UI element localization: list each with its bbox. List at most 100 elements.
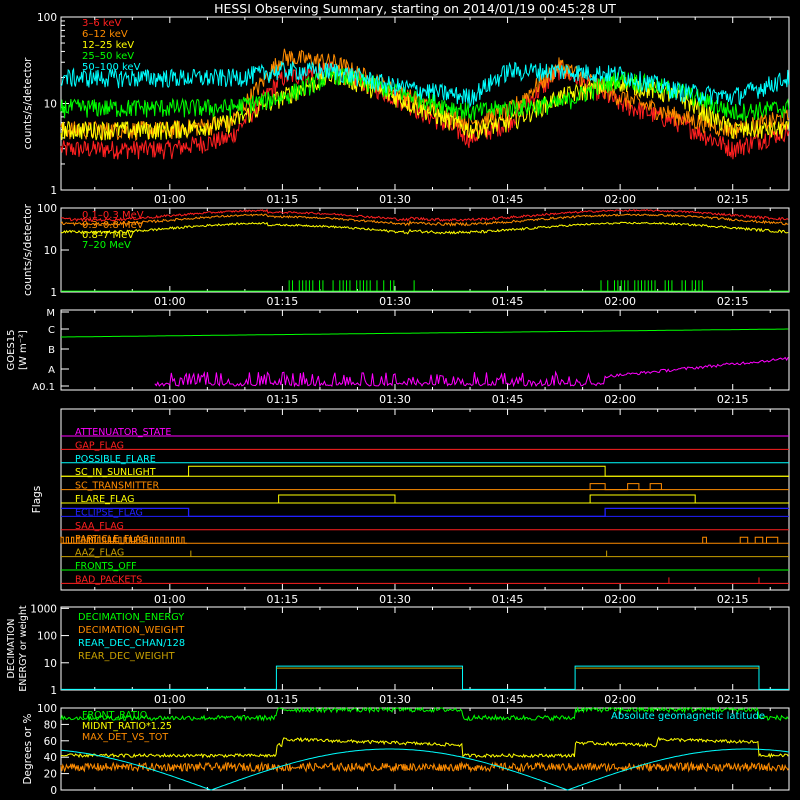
y-tick-label: 80 — [44, 719, 57, 731]
legend-entry: MIDNT_RATIO*1.25 — [82, 721, 172, 732]
y-tick-label: 20 — [44, 769, 57, 781]
panel-frame-dec — [60, 606, 790, 691]
y-tick-label: 1 — [50, 685, 57, 697]
flag-label: PARTICLE_FLAG — [75, 534, 148, 545]
flag-label: BAD_PACKETS — [75, 574, 142, 585]
panel-frame-flags — [60, 408, 790, 591]
y-axis-label: counts/s/detector — [22, 203, 34, 296]
panel-frame-rat — [60, 707, 790, 791]
high-series-1 — [60, 213, 789, 227]
y-axis-label: DECIMATION — [6, 619, 17, 679]
x-tick-label: 02:15 — [717, 593, 749, 606]
sunlight-steps — [61, 465, 789, 477]
x-tick-label: 01:45 — [492, 593, 524, 606]
x-tick-label: 02:15 — [717, 295, 749, 308]
flag-label: AAZ_FLAG — [75, 548, 124, 559]
series-line-1 — [60, 48, 790, 142]
legend-entry: REAR_DEC_WEIGHT — [78, 651, 176, 662]
x-tick-label: 02:00 — [604, 193, 636, 206]
y-tick-label: 1000 — [30, 603, 57, 615]
legend-entry: 6–12 keV — [82, 29, 128, 40]
y-tick-label: 10 — [44, 245, 57, 257]
geomag-annotation: Absolute geomagnetic latitude — [611, 711, 765, 722]
x-tick-label: 02:00 — [604, 393, 636, 406]
eclipse-steps — [61, 507, 789, 518]
x-tick-label: 01:30 — [379, 593, 411, 606]
flag-label: ATTENUATOR_STATE — [75, 427, 171, 438]
x-tick-label: 01:45 — [492, 295, 524, 308]
legend-entry: FRONT_RATIO — [82, 710, 147, 721]
y-tick-label: 10 — [44, 658, 57, 670]
y-tick-label: 60 — [44, 736, 57, 748]
high-series-2 — [60, 221, 789, 235]
y-tick-label: 40 — [44, 752, 57, 764]
x-tick-label: 01:45 — [492, 393, 524, 406]
x-tick-label: 02:00 — [604, 593, 636, 606]
flare-flag-steps — [278, 494, 696, 503]
x-tick-label: 01:15 — [267, 593, 299, 606]
legend-entry: DECIMATION_ENERGY — [78, 612, 184, 623]
legend-entry: 0.3–0.8 MeV — [82, 220, 144, 231]
flag-label: SAA_FLAG — [75, 521, 124, 532]
flag-label: SC_TRANSMITTER — [75, 481, 160, 492]
x-tick-label: 01:45 — [492, 693, 524, 706]
particle-steps — [60, 536, 188, 544]
x-tick-label: 01:30 — [379, 693, 411, 706]
x-tick-label: 02:00 — [604, 295, 636, 308]
flag-label: FLARE_FLAG — [75, 494, 135, 505]
y-tick-label: 1 — [50, 185, 57, 197]
rear-dec-chan-line — [61, 665, 789, 690]
y-tick-label: 100 — [37, 703, 57, 715]
legend-entry: 0.8–7 MeV — [82, 230, 134, 241]
x-tick-label: 01:15 — [267, 693, 299, 706]
legend-entry: 3–6 keV — [82, 18, 121, 29]
particle-steps-end — [702, 536, 779, 544]
x-tick-label: 02:00 — [604, 693, 636, 706]
x-tick-label: 02:15 — [717, 193, 749, 206]
chart-title: HESSI Observing Summary, starting on 201… — [214, 1, 616, 16]
y-tick-label: 100 — [37, 12, 57, 24]
x-tick-label: 02:15 — [717, 693, 749, 706]
x-tick-label: 01:45 — [492, 193, 524, 206]
y-tick-label: A0.1 — [32, 382, 55, 393]
x-tick-label: 01:15 — [267, 393, 299, 406]
goes-long-channel — [61, 328, 789, 338]
flag-label: FRONTS_OFF — [75, 561, 137, 572]
flag-label: POSSIBLE_FLARE — [75, 454, 156, 465]
x-tick-label: 01:00 — [154, 393, 186, 406]
midnt-ratio-line — [60, 736, 789, 759]
legend-entry: 0.1–0.3 MeV — [82, 210, 144, 221]
legend-entry: REAR_DEC_CHAN/128 — [78, 638, 185, 649]
legend-entry: 7–20 MeV — [82, 240, 131, 251]
max-det-line — [60, 761, 790, 773]
x-tick-label: 01:00 — [154, 295, 186, 308]
x-tick-label: 01:00 — [154, 193, 186, 206]
y-axis-label: Flags — [31, 486, 43, 514]
series-line-4 — [60, 60, 790, 109]
y-axis-label-units: [W m⁻²] — [18, 330, 29, 370]
y-tick-label: 1 — [50, 287, 57, 299]
x-tick-label: 01:30 — [379, 393, 411, 406]
goes-short-channel — [154, 356, 789, 388]
y-tick-label: C — [48, 325, 55, 336]
legend-entry: 25–50 keV — [82, 51, 134, 62]
geomagnetic-latitude-line — [60, 748, 790, 791]
x-tick-label: 01:30 — [379, 193, 411, 206]
flag-label: GAP_FLAG — [75, 440, 124, 451]
x-tick-label: 01:30 — [379, 295, 411, 308]
legend-entry: MAX_DET_VS_TOT — [82, 732, 168, 743]
legend-entry: 12–25 keV — [82, 40, 134, 51]
y-tick-label: B — [48, 345, 55, 356]
y-axis-label: counts/s/detector — [22, 57, 34, 150]
x-tick-label: 01:15 — [267, 193, 299, 206]
x-tick-label: 02:15 — [717, 393, 749, 406]
y-axis-label: Degrees or % — [22, 713, 34, 784]
transmitter-steps — [589, 483, 662, 491]
legend-entry: DECIMATION_WEIGHT — [78, 625, 185, 636]
x-tick-label: 01:00 — [154, 693, 186, 706]
x-tick-label: 01:00 — [154, 593, 186, 606]
y-tick-label: M — [46, 308, 55, 319]
panel-frame-goes — [60, 309, 790, 391]
y-axis-label: GOES15 — [6, 329, 17, 370]
legend-entry: 50–100 keV — [82, 62, 141, 73]
